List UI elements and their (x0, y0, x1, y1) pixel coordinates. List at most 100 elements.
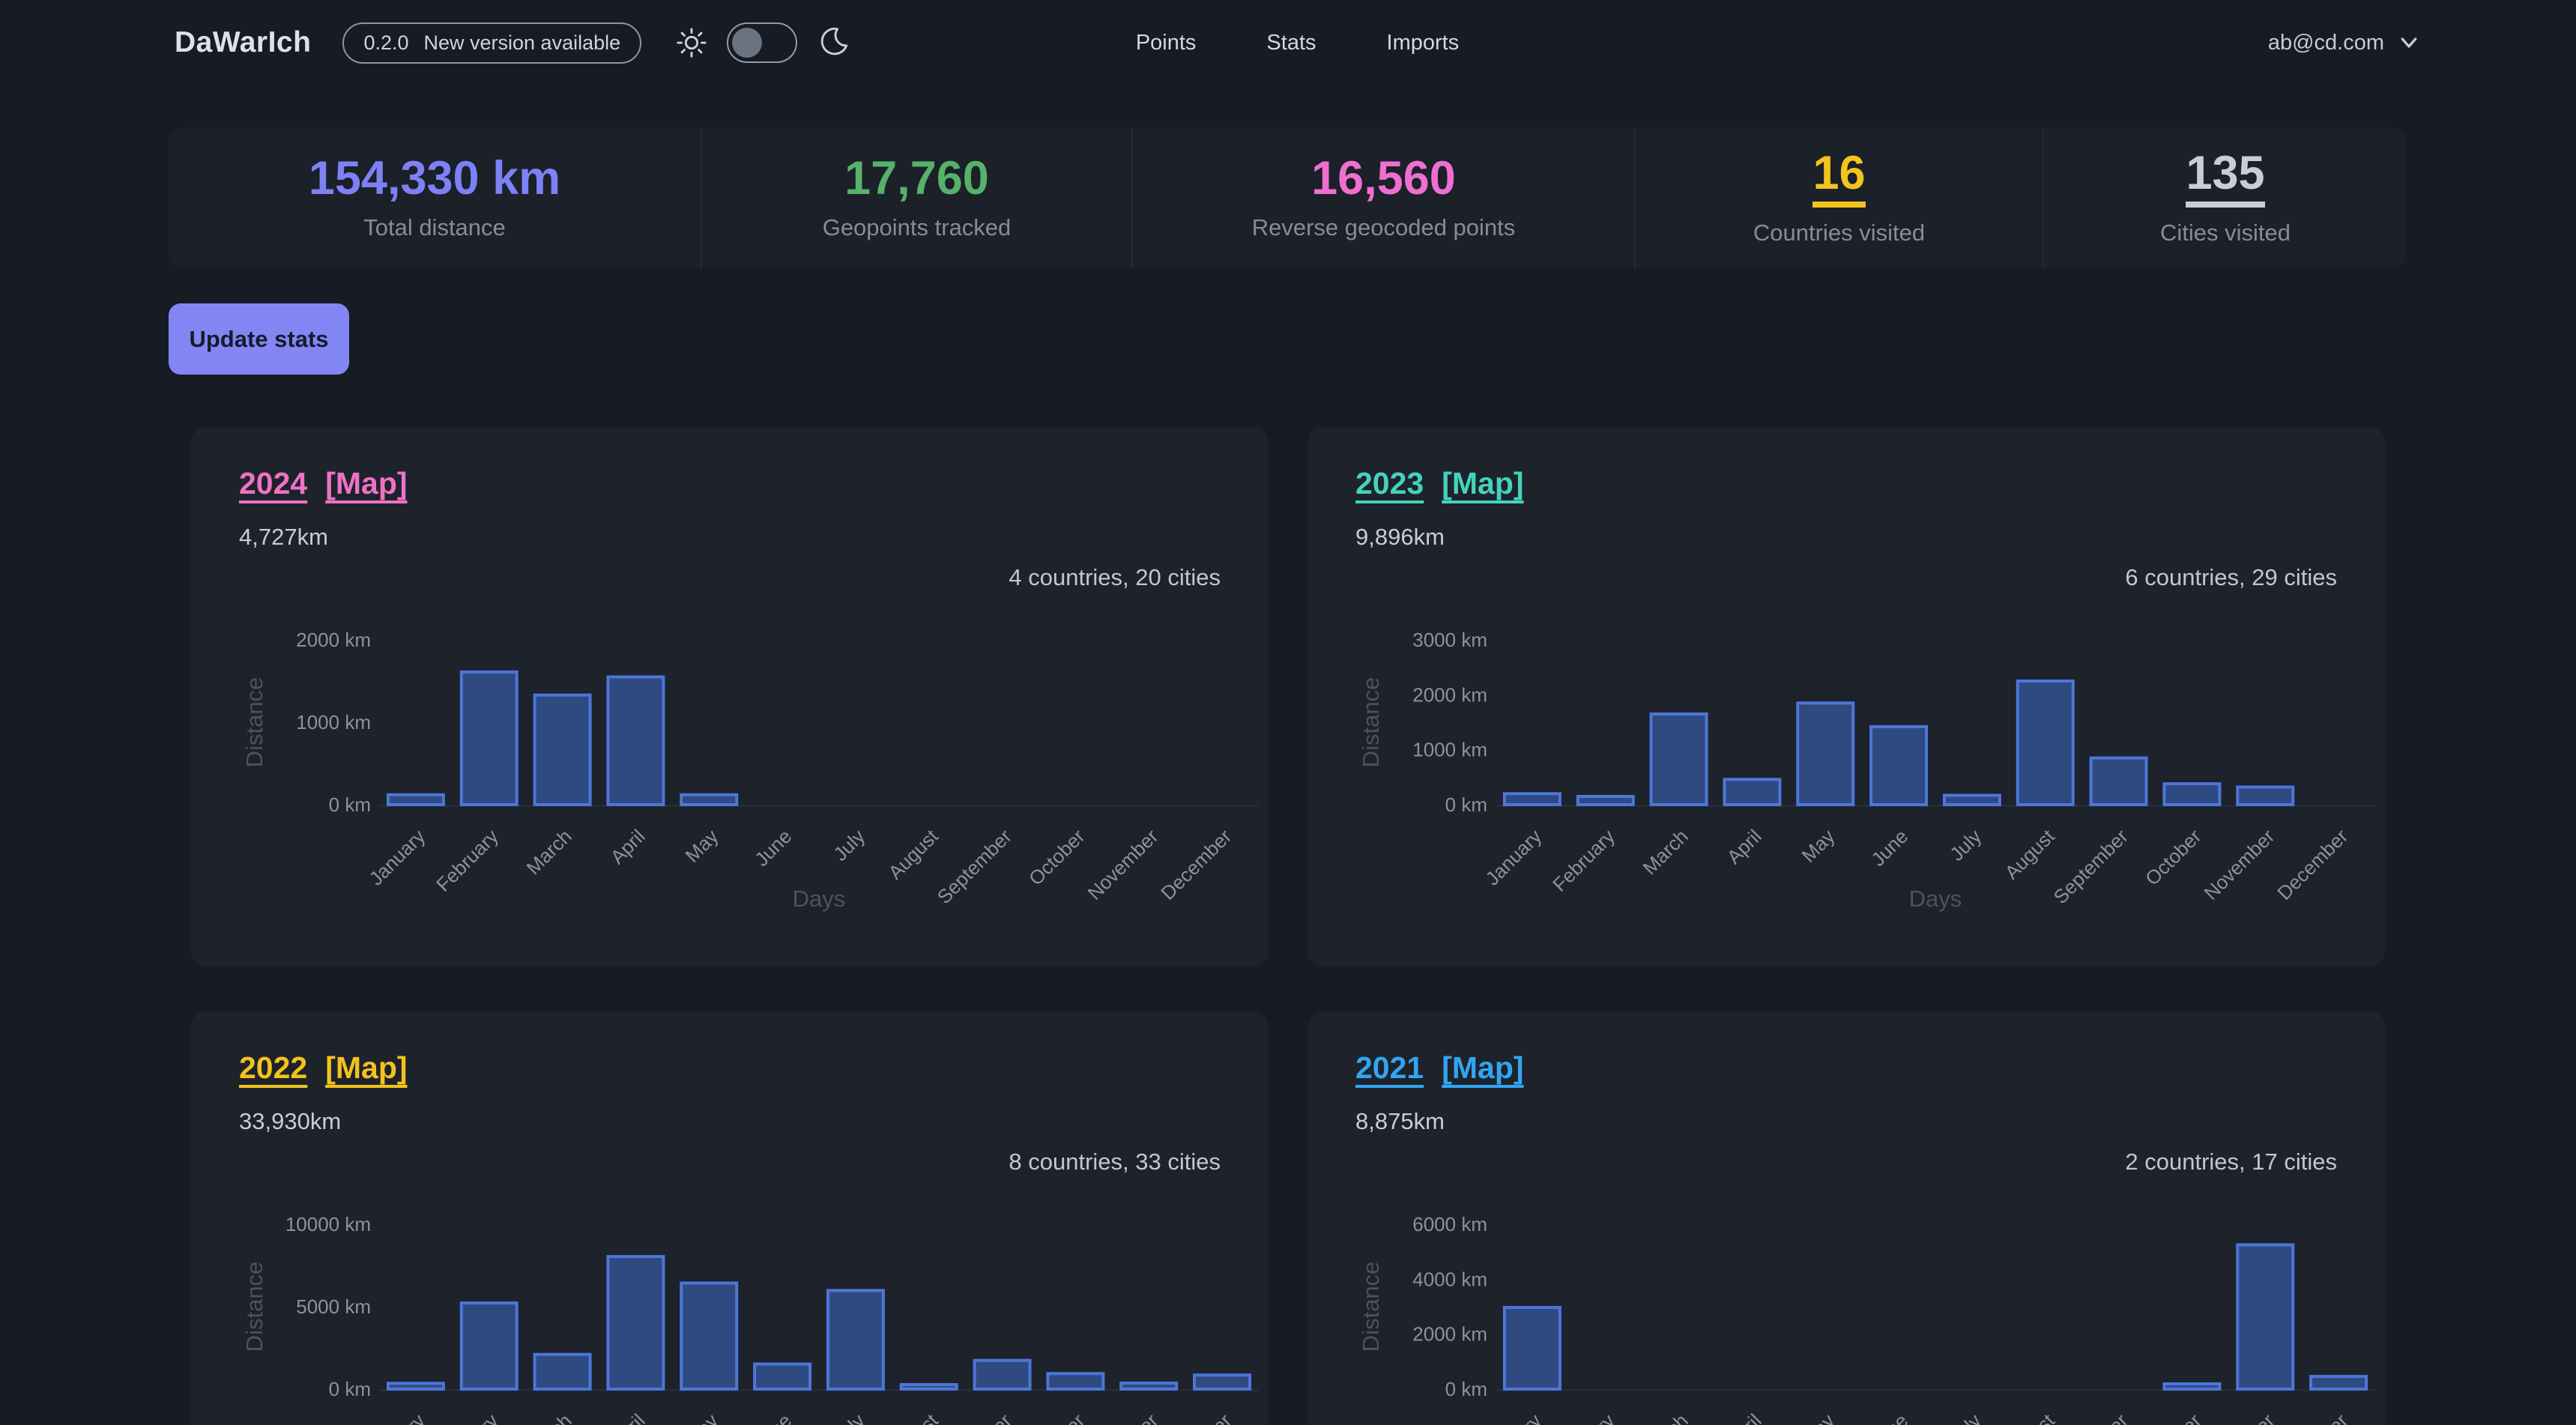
x-axis-tick: August (884, 824, 943, 883)
year-distance: 4,727km (239, 524, 328, 550)
year-link-2023[interactable]: 2023 (1355, 466, 1424, 500)
countries-visited-label: Countries visited (1753, 219, 1926, 246)
year-card-2022: 2022 [Map] 33,930km 8 countries, 33 citi… (191, 1011, 1269, 1425)
total-distance-value: 154,330 km (308, 151, 561, 205)
header: DaWarIch 0.2.0 New version available (0, 0, 2576, 85)
bar-january (1502, 792, 1561, 806)
year-link-2021[interactable]: 2021 (1355, 1050, 1424, 1085)
bar-february (1576, 795, 1635, 806)
x-axis-tick: August (2001, 1409, 2060, 1425)
nav-points[interactable]: Points (1135, 30, 1197, 55)
x-axis-tick: November (2199, 1409, 2279, 1425)
chevron-down-icon[interactable] (2398, 31, 2420, 54)
bar-july (826, 1289, 885, 1391)
bar-december (2309, 1375, 2368, 1391)
year-link-2022[interactable]: 2022 (239, 1050, 308, 1085)
bar-october (2162, 1382, 2222, 1391)
x-axis-tick: February (432, 1409, 503, 1425)
y-axis-title: Distance (1358, 677, 1384, 768)
x-axis-tick: March (522, 1409, 576, 1425)
version-message: New version available (423, 31, 621, 54)
x-axis-tick: May (681, 1409, 723, 1425)
stats-summary-panel: 154,330 km Total distance 17,760 Geopoin… (169, 127, 2407, 268)
bar-july (1942, 793, 2001, 807)
bar-november (1119, 1382, 1179, 1391)
bar-september (2089, 756, 2148, 807)
geopoints-value: 17,760 (844, 151, 989, 205)
x-axis-tick: November (1083, 825, 1162, 904)
distance-bar-chart-2021: Distance 0 km 2000 km 4000 km 6000 km January… (1358, 1213, 2375, 1425)
year-card-2024: 2024 [Map] 4,727km 4 countries, 20 citie… (191, 427, 1269, 966)
y-axis-title: Distance (1358, 1262, 1384, 1352)
y-axis-tick: 0 km (329, 1378, 371, 1400)
geopoints-label: Geopoints tracked (822, 214, 1012, 240)
x-axis-tick: July (829, 825, 869, 865)
x-axis-tick: September (933, 1409, 1016, 1425)
total-distance-label: Total distance (363, 214, 506, 240)
x-axis-tick: October (1024, 1409, 1089, 1425)
reverse-geocoded-value: 16,560 (1311, 151, 1456, 205)
bar-october (1046, 1372, 1105, 1391)
bar-august (899, 1383, 958, 1391)
bar-march (1649, 712, 1708, 806)
stat-total-distance: 154,330 km Total distance (169, 127, 702, 268)
year-distance: 8,875km (1355, 1108, 1445, 1134)
x-axis-tick: December (2273, 1409, 2352, 1425)
x-axis-tick: May (681, 825, 723, 867)
distance-bar-chart-2023: Distance 0 km 1000 km 2000 km 3000 km January… (1358, 629, 2375, 912)
y-axis-tick: 3000 km (1412, 629, 1487, 651)
x-axis-tick: July (1945, 1409, 1986, 1425)
reverse-geocoded-label: Reverse geocoded points (1251, 214, 1516, 240)
bar-april (606, 675, 665, 806)
theme-toggle-knob (732, 28, 763, 58)
bar-april (606, 1255, 665, 1391)
stat-reverse-geocoded: 16,560 Reverse geocoded points (1133, 127, 1636, 268)
bar-september (973, 1358, 1032, 1391)
y-axis-tick: 2000 km (1412, 1323, 1487, 1346)
x-axis-title: Days (793, 886, 846, 912)
x-axis-tick: July (1945, 825, 1986, 865)
x-axis-tick: June (1866, 825, 1912, 871)
x-axis-tick: September (2049, 1409, 2132, 1425)
nav-imports[interactable]: Imports (1386, 30, 1460, 55)
x-axis-tick: March (1639, 1409, 1693, 1425)
version-number: 0.2.0 (363, 31, 409, 54)
cities-visited-link[interactable]: 135 (2186, 149, 2265, 208)
bar-june (1869, 724, 1929, 806)
year-distance: 33,930km (239, 1108, 342, 1134)
theme-switcher (674, 22, 850, 63)
x-axis-tick: April (1723, 825, 1766, 868)
bar-february (459, 670, 518, 807)
bar-may (680, 793, 739, 807)
map-link-2023[interactable]: [Map] (1442, 466, 1524, 500)
bar-november (2236, 785, 2295, 807)
map-link-2022[interactable]: [Map] (325, 1050, 408, 1085)
x-axis-tick: August (2001, 824, 2060, 883)
bar-january (1502, 1306, 1561, 1391)
nav-stats[interactable]: Stats (1266, 30, 1316, 55)
countries-visited-link[interactable]: 16 (1812, 149, 1866, 208)
x-axis-tick: May (1798, 825, 1839, 867)
bar-december (1193, 1373, 1252, 1391)
version-badge[interactable]: 0.2.0 New version available (342, 22, 642, 64)
x-axis-tick: September (933, 825, 1016, 908)
main-nav: Points Stats Imports (1136, 31, 1459, 55)
x-axis-tick: January (1481, 1409, 1546, 1425)
year-link-2024[interactable]: 2024 (239, 466, 308, 500)
user-menu[interactable]: ab@cd.com (2267, 30, 2385, 55)
x-axis-title: Days (1909, 886, 1962, 912)
y-axis-title: Distance (241, 677, 267, 768)
map-link-2024[interactable]: [Map] (325, 466, 408, 500)
year-summary: 4 countries, 20 cities (1009, 564, 1221, 590)
update-stats-button[interactable]: Update stats (169, 303, 349, 375)
y-axis-tick: 5000 km (296, 1295, 371, 1318)
x-axis-tick: April (1723, 1409, 1766, 1425)
app-logo: DaWarIch (175, 26, 312, 58)
x-axis-tick: January (1481, 825, 1546, 890)
bar-january (386, 1382, 445, 1391)
bar-november (2236, 1243, 2295, 1391)
cities-visited-label: Cities visited (2160, 219, 2291, 246)
theme-toggle[interactable] (727, 22, 798, 63)
x-axis-tick: December (2273, 825, 2352, 904)
map-link-2021[interactable]: [Map] (1442, 1050, 1524, 1085)
